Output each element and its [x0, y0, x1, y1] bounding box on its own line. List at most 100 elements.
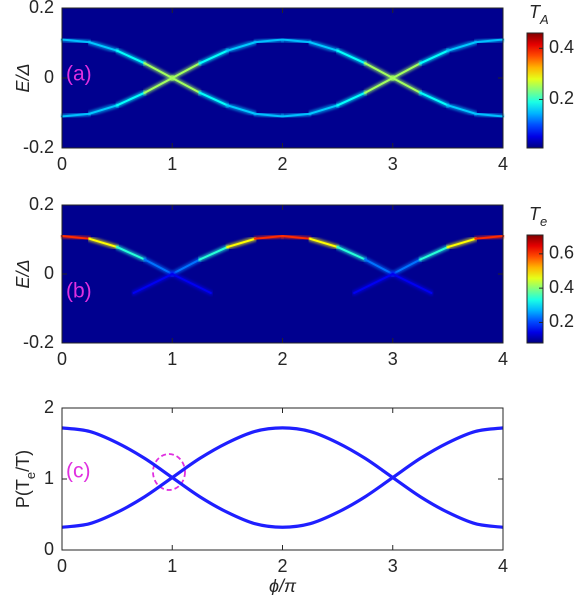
band-segment	[364, 77, 394, 94]
band-segment	[419, 246, 449, 261]
band-segment	[132, 273, 174, 294]
band-segment	[446, 104, 477, 115]
band-segment	[474, 112, 504, 118]
y-tick-label: 0	[44, 67, 54, 87]
band-segment	[364, 258, 394, 275]
y-axis-label: E/Δ	[13, 259, 33, 288]
panel-label: (c)	[66, 460, 91, 483]
band-segment	[281, 38, 312, 44]
x-tick-label: 4	[498, 349, 508, 369]
band-segment	[336, 91, 367, 107]
x-tick-label: 0	[57, 349, 67, 369]
band-segment	[391, 258, 422, 275]
band-segment	[143, 77, 174, 94]
colorbar	[526, 234, 544, 344]
band-segment	[61, 235, 91, 240]
x-tick-label: 1	[167, 349, 177, 369]
band-segment	[171, 258, 201, 275]
band-segment	[446, 41, 477, 52]
band-segment	[353, 273, 394, 294]
band-segment	[336, 246, 367, 261]
line	[61, 426, 504, 529]
colorbar-tick-label: 0.6	[549, 243, 574, 263]
band-segment	[281, 112, 312, 118]
band	[131, 271, 434, 296]
y-tick-label: -0.2	[23, 137, 54, 157]
colorbar-tick-label: 0.4	[549, 37, 574, 57]
band-segment	[364, 62, 394, 79]
band-segment	[116, 246, 146, 261]
label-part: T	[529, 204, 542, 224]
label-part: e	[23, 472, 38, 479]
band-segment	[171, 273, 212, 294]
band-segment	[253, 112, 284, 118]
y-axis-label: P(Te/T)	[13, 450, 38, 508]
x-axis-label: ϕ/π	[269, 576, 297, 595]
band-segment	[61, 112, 91, 118]
y-tick-label: 0	[44, 263, 54, 283]
y-tick-label: 0	[44, 539, 54, 559]
band-segment	[281, 235, 312, 240]
label-part: T	[529, 2, 542, 22]
y-tick-label: 0.2	[29, 194, 54, 214]
colorbar-tick-label: 0.2	[549, 311, 574, 331]
band-segment	[226, 237, 256, 249]
colorbar-title: TA	[529, 2, 549, 27]
x-tick-label: 4	[498, 154, 508, 174]
label-part: /T)	[13, 450, 33, 472]
band	[59, 37, 506, 119]
band-segment	[391, 62, 422, 79]
x-tick-label: 3	[388, 154, 398, 174]
band-segment	[143, 258, 174, 275]
band-segment	[61, 38, 91, 44]
band-segment	[309, 104, 339, 115]
band-segment	[391, 77, 422, 94]
colorbar-title: Te	[529, 204, 547, 229]
x-tick-label: 2	[277, 349, 287, 369]
band-segment	[198, 246, 229, 261]
colorbar	[526, 32, 544, 149]
x-tick-label: 3	[388, 556, 398, 576]
y-tick-label: 0.2	[29, 0, 54, 17]
band-segment	[253, 235, 284, 240]
label-part: A	[539, 12, 549, 27]
colorbar-tick-label: 0.4	[549, 277, 574, 297]
band-segment	[419, 49, 449, 65]
colorbar-tick-label: 0.2	[549, 88, 574, 108]
band-segment	[391, 273, 433, 294]
y-tick-label: 2	[44, 397, 54, 417]
heatmap-background	[62, 8, 503, 148]
band-segment	[171, 77, 201, 94]
band-segment	[143, 62, 174, 79]
line	[61, 426, 504, 529]
band-segment	[226, 104, 256, 115]
band	[59, 37, 506, 119]
band-segment	[116, 49, 146, 65]
band-segment	[88, 41, 119, 52]
x-tick-label: 2	[277, 154, 287, 174]
band-segment	[198, 91, 229, 107]
y-tick-label: 1	[44, 468, 54, 488]
band-segment	[88, 104, 119, 115]
panel-label: (b)	[66, 280, 92, 303]
x-tick-label: 3	[388, 349, 398, 369]
x-tick-label: 1	[167, 154, 177, 174]
band-segment	[446, 237, 477, 249]
band	[59, 233, 506, 277]
band-segment	[336, 49, 367, 65]
heatmap-background	[62, 205, 503, 343]
x-tick-label: 4	[498, 556, 508, 576]
band-segment	[419, 91, 449, 107]
band-segment	[116, 91, 146, 107]
label-part: e	[540, 214, 547, 229]
y-tick-label: -0.2	[23, 332, 54, 352]
band-segment	[171, 62, 201, 79]
highlight-circle	[152, 453, 186, 491]
x-tick-label: 2	[277, 556, 287, 576]
band-segment	[309, 41, 339, 52]
y-axis-label: E/Δ	[13, 63, 33, 92]
x-tick-label: 0	[57, 556, 67, 576]
band-segment	[309, 237, 339, 249]
band-segment	[88, 237, 119, 249]
x-tick-label: 0	[57, 154, 67, 174]
